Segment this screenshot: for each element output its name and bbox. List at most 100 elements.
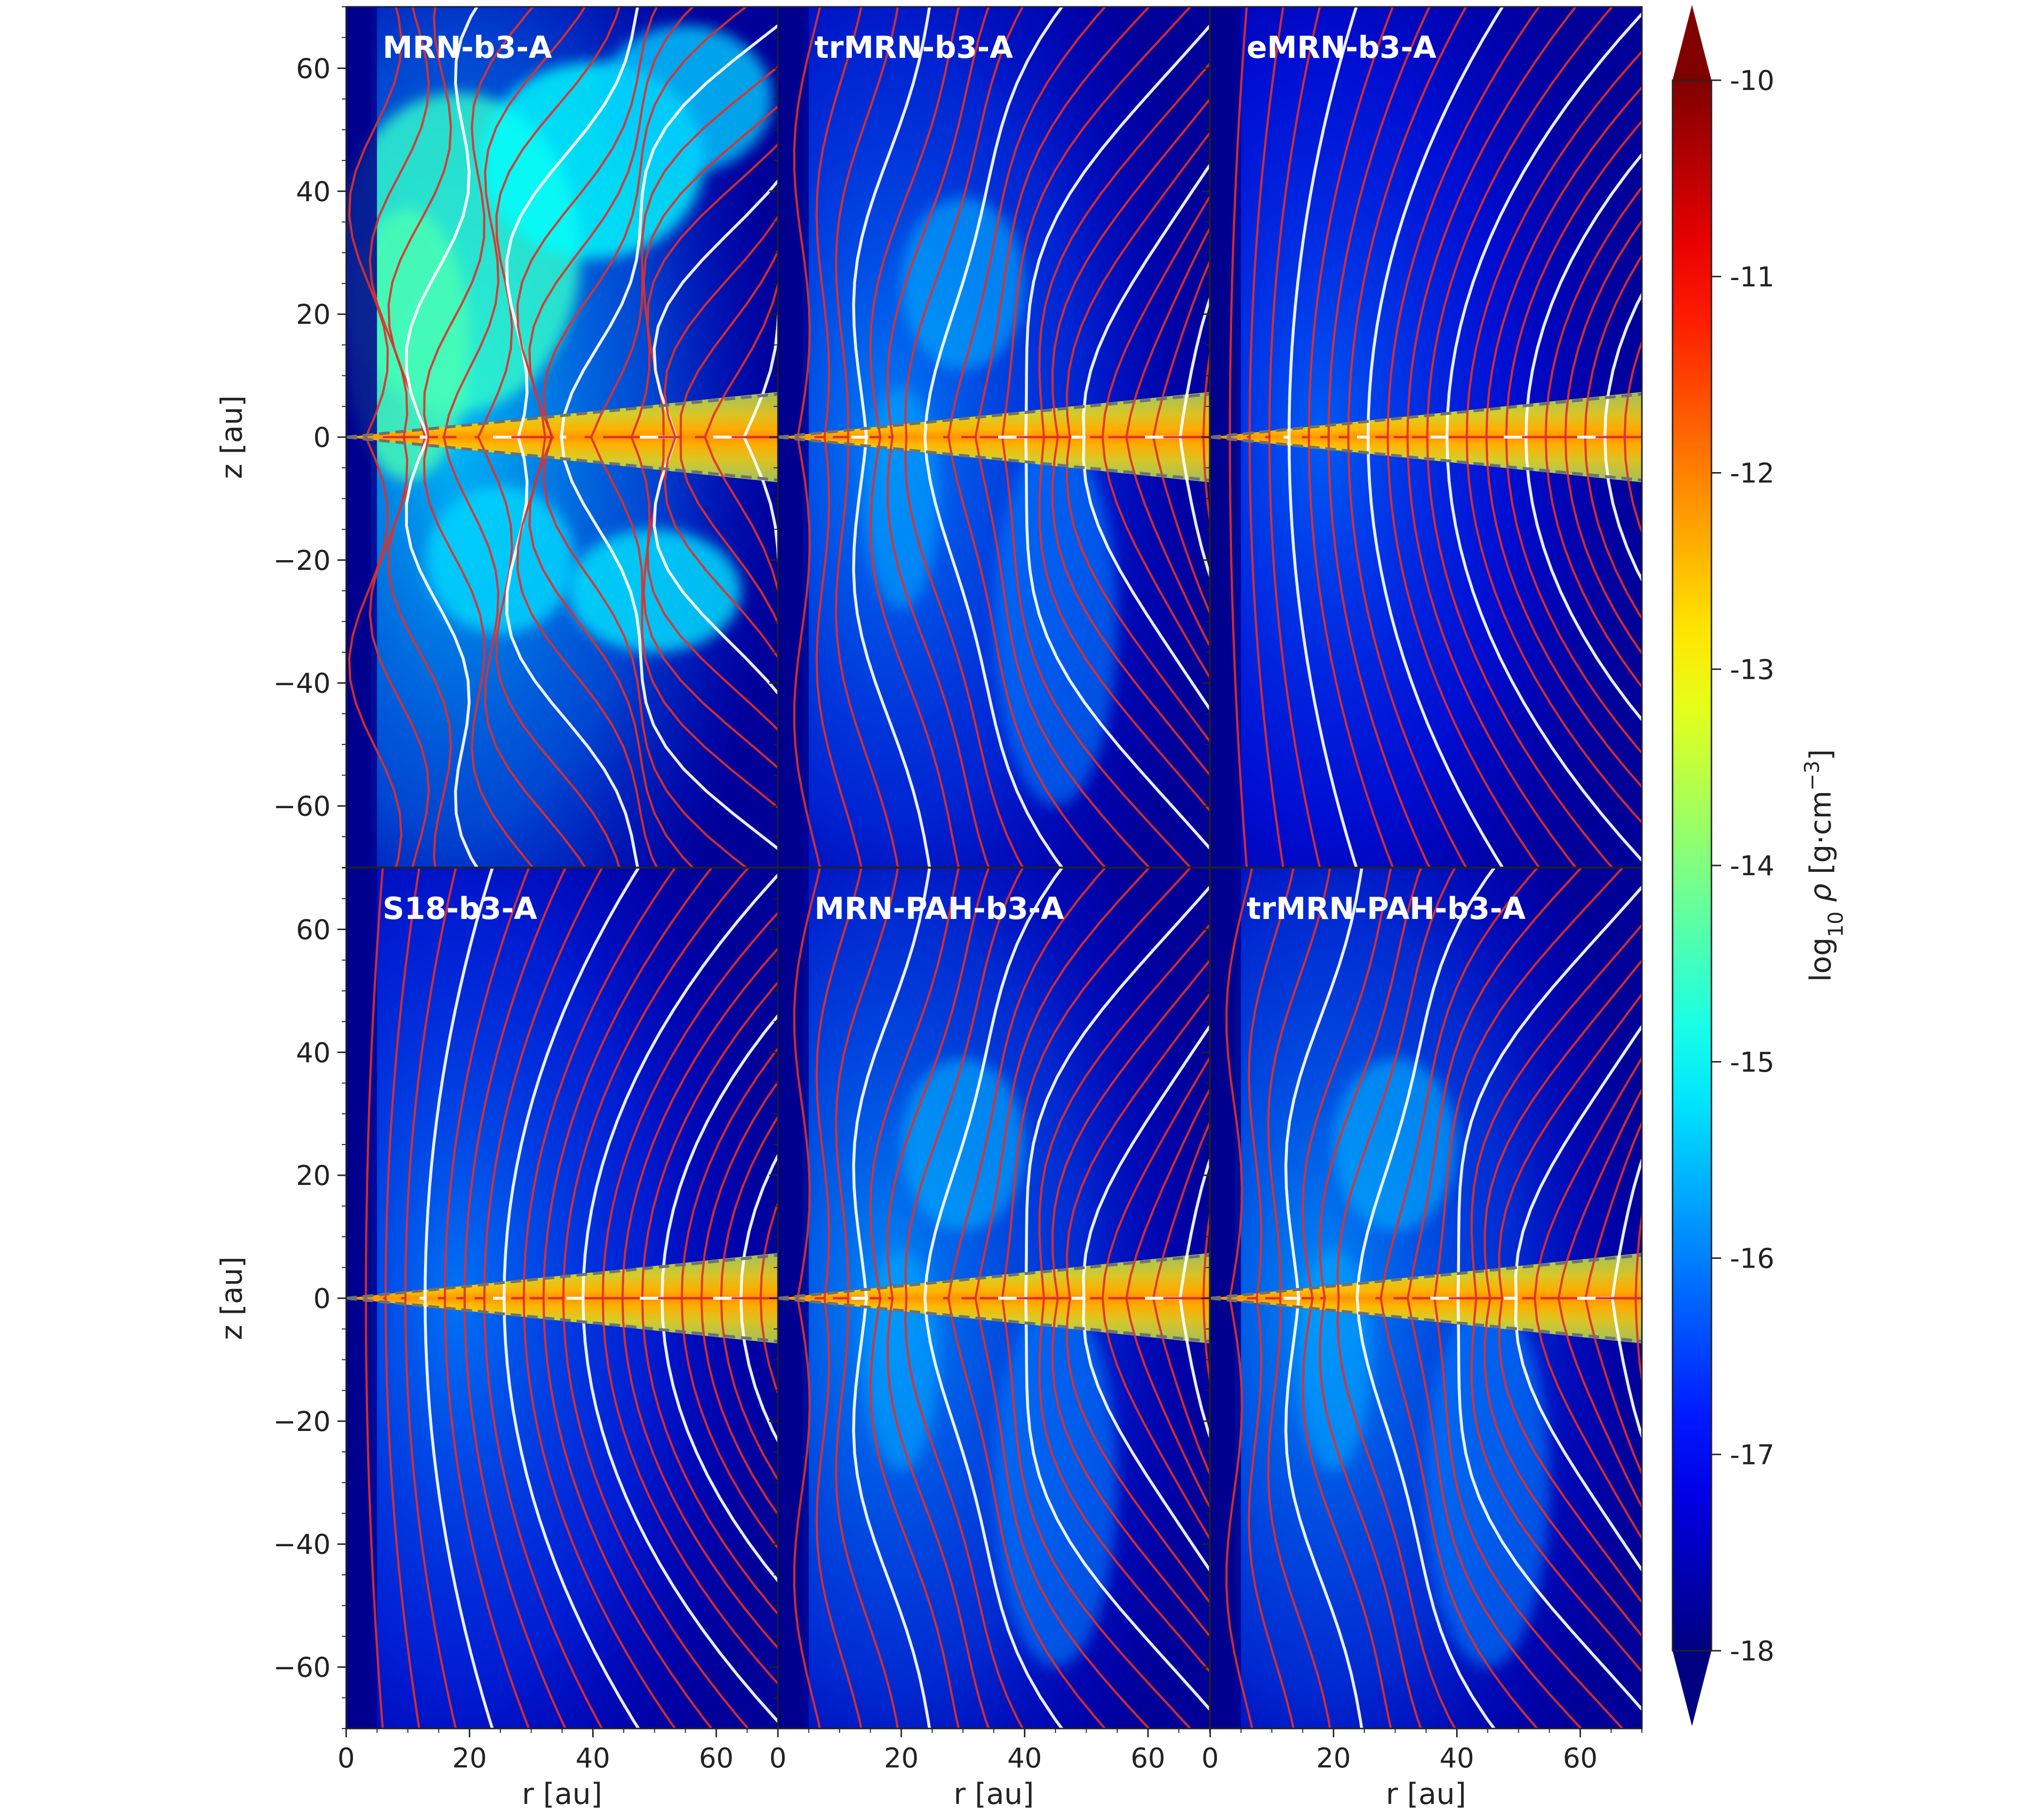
field-line: [621, 981, 778, 1300]
x-tick-label: 20: [452, 1743, 487, 1774]
y-tick-label: −60: [273, 791, 331, 823]
field-line: [980, 436, 1192, 867]
field-line: [528, 436, 695, 867]
field-line: [1559, 1297, 1642, 1477]
field-line: [1163, 348, 1210, 439]
disk-boundary-dashed: [346, 392, 778, 439]
field-line: [961, 436, 1151, 867]
field-line: [1016, 62, 1210, 439]
field-line: [1375, 868, 1539, 1300]
outflow-blob: [994, 437, 1117, 806]
white-contour: [923, 1297, 1064, 1729]
field-line: [793, 1297, 821, 1729]
field-line: [1090, 1297, 1210, 1541]
turbulent-blob: [426, 486, 575, 634]
field-line: [658, 1046, 778, 1300]
y-tick-label: −40: [273, 1529, 331, 1561]
field-line: [961, 1297, 1151, 1729]
field-line: [1225, 1297, 1253, 1729]
field-line: [695, 280, 778, 439]
y-tick-label: −40: [273, 668, 331, 700]
field-line: [364, 1297, 384, 1729]
field-line: [1127, 436, 1210, 616]
field-line: [1127, 1297, 1210, 1477]
field-line: [731, 1200, 778, 1300]
field-line: [1163, 1209, 1210, 1300]
field-line: [383, 1297, 421, 1729]
field-line: [1320, 436, 1431, 867]
white-contour: [851, 7, 931, 439]
white-contour: [405, 7, 479, 439]
field-line: [1053, 131, 1210, 439]
field-line: [904, 1298, 1024, 1729]
white-contour: [1356, 1297, 1496, 1729]
field-line: [1412, 7, 1614, 439]
white-contour: [560, 436, 778, 851]
panel-6: [1210, 868, 1642, 1729]
white-contour: [713, 300, 778, 439]
field-line: [543, 7, 748, 439]
panels-layer: MRN-b3-A −60 −40 −20 0 20 40 60 z [au] trMRN-b3-A…: [215, 6, 1643, 1811]
field-line: [676, 248, 778, 439]
field-line: [1127, 259, 1210, 439]
field-line: [438, 1297, 530, 1729]
field-line: [1337, 1298, 1457, 1729]
field-line: [1485, 992, 1642, 1300]
field-line: [548, 1297, 750, 1729]
field-line: [904, 7, 1024, 438]
white-contour: [1145, 295, 1210, 439]
disk-boundary-dashed: [778, 1253, 1210, 1300]
field-line: [1467, 86, 1642, 439]
field-line: [1595, 1209, 1642, 1300]
white-contour: [640, 178, 778, 439]
field-line: [388, 7, 452, 439]
field-line: [695, 436, 778, 594]
disk-boundary-dashed: [346, 436, 778, 482]
white-contour: [923, 436, 1064, 867]
white-contour: [998, 885, 1210, 1300]
x-axis-title: r [au]: [953, 1777, 1034, 1811]
field-line: [1393, 436, 1577, 867]
field-line: [1247, 7, 1285, 439]
y-axis-title: z [au]: [215, 1256, 249, 1340]
field-line: [475, 7, 620, 439]
white-contour: [998, 436, 1210, 850]
white-contour: [1577, 1156, 1642, 1300]
panel-2: [778, 7, 1210, 867]
colorbar-extend-bottom: [1673, 1651, 1711, 1726]
field-line: [1016, 923, 1210, 1300]
colorbar-tick-label: -17: [1730, 1439, 1774, 1471]
white-contour: [713, 436, 778, 574]
field-line: [1448, 436, 1642, 824]
field-line: [869, 868, 960, 1300]
white-contour: [1357, 7, 1504, 439]
field-line: [1467, 958, 1642, 1300]
white-contour: [923, 868, 1064, 1300]
white-contour: [1072, 436, 1210, 712]
field-line: [1053, 436, 1210, 743]
field-line: [1016, 1297, 1210, 1674]
field-line: [423, 7, 534, 439]
y-axis-title: z [au]: [215, 395, 249, 479]
field-line: [1225, 868, 1253, 1300]
field-line: [961, 868, 1151, 1300]
field-line: [1302, 1297, 1392, 1729]
white-contour: [1430, 1297, 1642, 1712]
field-line: [1035, 436, 1210, 777]
field-line: [1108, 1297, 1210, 1509]
white-contour: [566, 1297, 778, 1724]
field-line: [1108, 436, 1210, 648]
disk-boundary-dashed: [778, 392, 1210, 439]
x-tick-label: 40: [1007, 1743, 1042, 1774]
x-tick-label: 20: [884, 1743, 918, 1774]
field-line: [731, 1297, 778, 1396]
field-line: [364, 868, 384, 1300]
field-line: [621, 1297, 778, 1616]
panel-title: eMRN-b3-A: [1247, 30, 1436, 65]
field-line: [943, 868, 1107, 1300]
field-line: [1108, 226, 1210, 439]
field-line: [548, 868, 750, 1300]
field-line: [793, 436, 821, 867]
field-line: [1559, 254, 1642, 439]
panel-title: MRN-b3-A: [383, 30, 552, 65]
